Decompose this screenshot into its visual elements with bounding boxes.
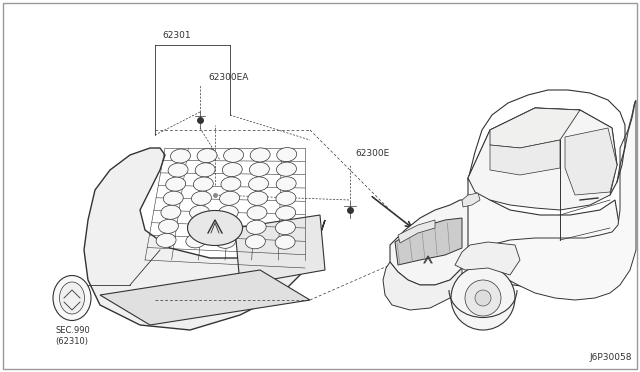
Polygon shape bbox=[455, 178, 620, 288]
Ellipse shape bbox=[60, 282, 84, 314]
Ellipse shape bbox=[276, 177, 296, 191]
Ellipse shape bbox=[193, 177, 213, 191]
Text: 62300EA: 62300EA bbox=[208, 73, 248, 82]
Ellipse shape bbox=[195, 163, 215, 177]
Circle shape bbox=[465, 280, 501, 316]
Ellipse shape bbox=[163, 191, 183, 205]
Ellipse shape bbox=[222, 163, 243, 177]
Polygon shape bbox=[390, 200, 468, 285]
Polygon shape bbox=[455, 242, 520, 275]
Text: J6P30058: J6P30058 bbox=[589, 353, 632, 362]
Ellipse shape bbox=[216, 234, 236, 248]
Ellipse shape bbox=[188, 211, 243, 246]
Polygon shape bbox=[395, 218, 462, 265]
Ellipse shape bbox=[248, 177, 269, 191]
Ellipse shape bbox=[159, 219, 179, 233]
Ellipse shape bbox=[276, 148, 297, 161]
Ellipse shape bbox=[166, 177, 186, 191]
Polygon shape bbox=[398, 220, 435, 243]
Ellipse shape bbox=[275, 221, 296, 235]
Ellipse shape bbox=[220, 191, 239, 205]
Polygon shape bbox=[235, 215, 325, 285]
Ellipse shape bbox=[191, 191, 211, 205]
Polygon shape bbox=[468, 108, 617, 210]
Ellipse shape bbox=[275, 235, 295, 249]
Ellipse shape bbox=[188, 219, 208, 234]
Polygon shape bbox=[490, 100, 636, 300]
Ellipse shape bbox=[276, 206, 296, 220]
Ellipse shape bbox=[168, 163, 188, 177]
Ellipse shape bbox=[170, 149, 191, 163]
Ellipse shape bbox=[161, 205, 181, 219]
Ellipse shape bbox=[221, 177, 241, 191]
Text: (62310): (62310) bbox=[55, 337, 88, 346]
Ellipse shape bbox=[218, 206, 238, 219]
Ellipse shape bbox=[247, 206, 267, 220]
Ellipse shape bbox=[223, 148, 244, 162]
Ellipse shape bbox=[186, 234, 206, 248]
Text: 62300E: 62300E bbox=[355, 149, 389, 158]
Circle shape bbox=[475, 290, 491, 306]
Ellipse shape bbox=[197, 149, 217, 163]
Ellipse shape bbox=[189, 205, 209, 219]
Text: SEC.990: SEC.990 bbox=[55, 326, 90, 335]
Polygon shape bbox=[490, 108, 580, 148]
Polygon shape bbox=[490, 140, 560, 175]
Polygon shape bbox=[383, 262, 462, 310]
Polygon shape bbox=[565, 128, 617, 195]
Ellipse shape bbox=[276, 191, 296, 205]
Ellipse shape bbox=[248, 191, 268, 205]
Ellipse shape bbox=[276, 162, 296, 176]
Polygon shape bbox=[84, 148, 325, 330]
Ellipse shape bbox=[245, 235, 266, 249]
Ellipse shape bbox=[250, 163, 269, 176]
Circle shape bbox=[451, 266, 515, 330]
Polygon shape bbox=[462, 193, 480, 207]
Ellipse shape bbox=[156, 233, 176, 247]
Ellipse shape bbox=[250, 148, 270, 162]
Ellipse shape bbox=[217, 220, 237, 234]
Ellipse shape bbox=[53, 276, 91, 321]
Polygon shape bbox=[100, 270, 310, 325]
Text: 62301: 62301 bbox=[162, 31, 191, 40]
Ellipse shape bbox=[246, 220, 266, 234]
